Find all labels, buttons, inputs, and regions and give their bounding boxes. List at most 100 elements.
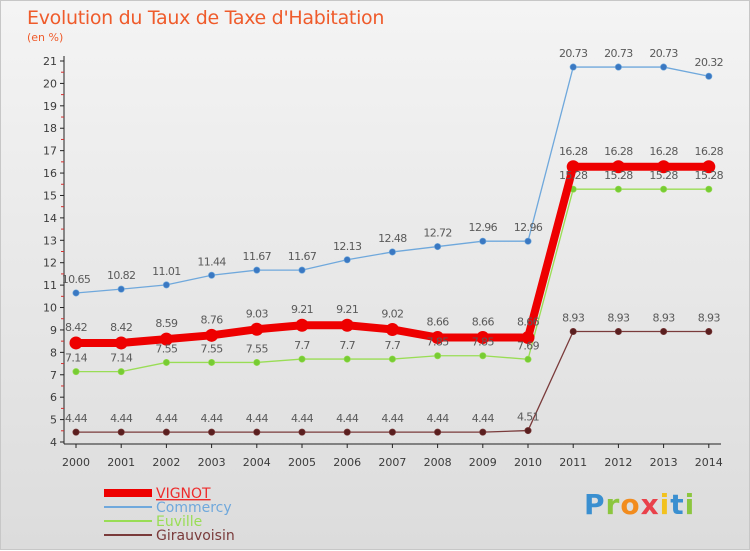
data-label: 4.44 xyxy=(155,412,178,425)
data-label: 4.44 xyxy=(427,412,450,425)
series-point xyxy=(208,428,216,436)
labels-vignot: 8.42 8.42 8.59 8.76 9.03 9.21 9.21 9.02 8.66 8.66… xyxy=(65,145,724,334)
data-label: 7.85 xyxy=(427,336,450,349)
data-label: 11.44 xyxy=(197,255,226,268)
data-label: 9.03 xyxy=(246,307,269,320)
series-point xyxy=(705,328,713,336)
x-tick-label: 2012 xyxy=(604,456,632,469)
data-label: 8.93 xyxy=(653,312,676,325)
x-tick-label: 2013 xyxy=(650,456,678,469)
data-label: 7.7 xyxy=(385,339,401,352)
series-point xyxy=(388,355,396,363)
series-point xyxy=(117,285,125,293)
data-label: 8.42 xyxy=(110,321,132,334)
y-tick-label: 14 xyxy=(43,212,57,225)
series-point xyxy=(657,160,671,174)
series-point xyxy=(253,266,261,274)
data-label: 16.28 xyxy=(695,145,724,158)
y-tick-label: 12 xyxy=(43,257,57,270)
data-label: 12.96 xyxy=(469,221,498,234)
series-commercy xyxy=(72,63,713,297)
data-label: 16.28 xyxy=(604,145,633,158)
data-label: 10.65 xyxy=(62,273,91,286)
x-tick-label: 2011 xyxy=(559,456,587,469)
series-point xyxy=(343,256,351,264)
labels-girauvoisin: 4.44 4.44 4.44 4.44 4.44 4.44 4.44 4.44 4.44 4.44… xyxy=(65,312,721,426)
series-point xyxy=(388,428,396,436)
y-tick-label: 15 xyxy=(43,189,57,202)
data-label: 12.13 xyxy=(333,240,362,253)
data-label: 8.93 xyxy=(562,312,585,325)
series-point xyxy=(660,63,668,71)
data-label: 11.01 xyxy=(152,265,181,278)
data-label: 15.28 xyxy=(604,169,633,182)
series-point xyxy=(343,428,351,436)
series-point xyxy=(298,266,306,274)
legend-item-vignot: VIGNOT xyxy=(104,486,211,502)
x-tick-label: 2006 xyxy=(333,456,361,469)
logo-letter: t xyxy=(670,488,685,521)
series-point xyxy=(298,428,306,436)
logo-letter: o xyxy=(620,488,641,521)
data-label: 7.7 xyxy=(339,339,355,352)
x-tick-label: 2007 xyxy=(378,456,406,469)
series-girauvoisin xyxy=(72,328,713,436)
series-point xyxy=(117,428,125,436)
chart-title: Evolution du Taux de Taxe d'Habitation xyxy=(27,7,385,29)
series-point xyxy=(253,358,261,366)
x-tick-label: 2005 xyxy=(288,456,316,469)
data-label: 20.73 xyxy=(559,47,588,60)
y-tick-label: 9 xyxy=(50,324,57,337)
data-label: 11.67 xyxy=(243,250,272,263)
data-label: 8.76 xyxy=(201,313,224,326)
y-tick-label: 6 xyxy=(50,391,57,404)
series-point xyxy=(614,328,622,336)
data-label: 4.44 xyxy=(336,412,359,425)
y-tick-label: 4 xyxy=(50,436,57,449)
data-label: 8.66 xyxy=(517,316,540,329)
series-euville xyxy=(72,185,713,376)
series-point xyxy=(72,289,80,297)
series-point xyxy=(524,237,532,245)
series-point xyxy=(72,368,80,376)
legend-item-girauvoisin: Girauvoisin xyxy=(104,528,235,544)
data-label: 12.72 xyxy=(423,227,452,240)
data-label: 15.28 xyxy=(649,169,678,182)
data-label: 4.44 xyxy=(110,412,133,425)
series-point xyxy=(614,185,622,193)
legend-label: VIGNOT xyxy=(156,486,211,502)
y-tick-label: 13 xyxy=(43,234,57,247)
series-point xyxy=(298,355,306,363)
legend-label: Euville xyxy=(156,514,202,530)
legend-label: Commercy xyxy=(156,500,232,516)
series-point xyxy=(702,160,716,174)
data-label: 8.93 xyxy=(698,312,721,325)
y-tick-label: 5 xyxy=(50,414,57,427)
data-label: 9.02 xyxy=(381,307,403,320)
y-tick-label: 11 xyxy=(43,279,57,292)
y-tick-label: 19 xyxy=(43,100,57,113)
logo-letter: r xyxy=(605,488,621,521)
series-point xyxy=(162,358,170,366)
series-point xyxy=(250,322,264,336)
data-label: 7.55 xyxy=(246,342,269,355)
series-point xyxy=(431,331,445,345)
data-label: 4.44 xyxy=(472,412,495,425)
series-point xyxy=(705,185,713,193)
x-tick-label: 2000 xyxy=(62,456,90,469)
series-point xyxy=(705,72,713,80)
x-tick-label: 2014 xyxy=(695,456,723,469)
data-label: 4.44 xyxy=(381,412,404,425)
data-label: 8.66 xyxy=(472,316,495,329)
series-point xyxy=(479,352,487,360)
data-label: 8.42 xyxy=(65,321,87,334)
series-point xyxy=(611,160,625,174)
series-point xyxy=(569,63,577,71)
series-point xyxy=(434,243,442,251)
series-point xyxy=(524,427,532,435)
data-label: 7.14 xyxy=(65,352,88,365)
labels-euville: 7.14 7.14 7.55 7.55 7.55 7.7 7.7 7.7 7.85 7.85 7.6… xyxy=(65,169,724,364)
series-point xyxy=(434,352,442,360)
